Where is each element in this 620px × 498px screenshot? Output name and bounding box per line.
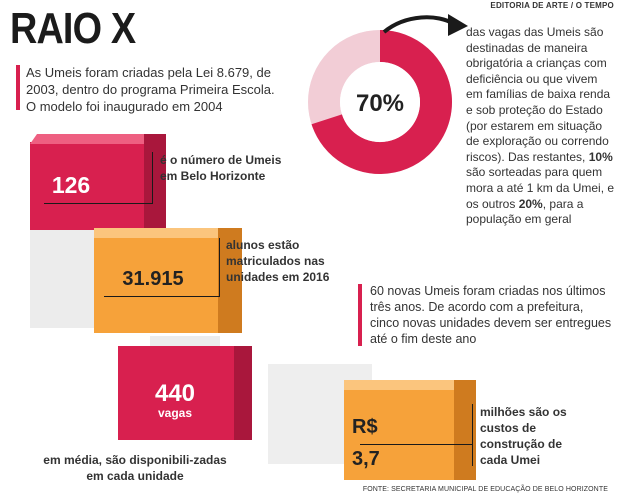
donut-text-2: são sorteadas para quem mora a até 1 km … — [466, 165, 615, 211]
stat-126-value: 126 — [51, 172, 91, 198]
stat-vagas-value: 440 — [154, 380, 196, 407]
stat-vagas-unit: vagas — [157, 406, 193, 420]
stat-cost-value-line2: 3,7 — [352, 448, 380, 470]
stat-vagas-label: em média, são disponibili-zadas em cada … — [43, 453, 227, 483]
stat-cost-value-line1: R$ — [352, 416, 378, 438]
donut-bold-10: 10% — [588, 149, 613, 164]
donut-text-1: das vagas das Umeis são destinadas de ma… — [466, 25, 611, 164]
stat-students-leader — [104, 296, 220, 297]
stat-126-label: é o número de Umeis em Belo Horizonte — [160, 153, 282, 183]
donut-text-3: , para a população em geral — [466, 196, 584, 227]
stat-cost-vleader — [472, 404, 473, 466]
donut-chart: 70% — [308, 14, 468, 174]
new-umeis-accent-bar — [358, 284, 362, 346]
stat-cost-leader — [360, 444, 472, 445]
donut-bold-20: 20% — [518, 196, 543, 211]
source-note: FONTE: SECRETARIA MUNICIPAL DE EDUCAÇÃO … — [362, 486, 608, 493]
stat-students-vleader — [219, 238, 220, 296]
donut-description: das vagas das Umeis são destinadas de ma… — [466, 25, 616, 228]
arrow-icon — [382, 15, 456, 34]
donut-arc — [311, 30, 452, 174]
stat-cost-label: milhões são os custos de construção de c… — [480, 405, 567, 467]
stat-126-vleader — [152, 152, 153, 204]
intro-text: As Umeis foram criadas pela Lei 8.679, d… — [26, 65, 275, 114]
arrow-head-icon — [448, 14, 468, 36]
intro-accent-bar — [16, 65, 20, 110]
stat-students-label: alunos estão matriculados nas unidades e… — [226, 238, 330, 284]
stat-126-leader — [44, 203, 152, 204]
credit-line: EDITORIA DE ARTE / O TEMPO — [490, 1, 614, 10]
stat-students-value: 31.915 — [122, 268, 184, 290]
donut-value: 70% — [356, 90, 404, 117]
page-title: RAIO X — [10, 4, 136, 53]
new-umeis-text: 60 novas Umeis foram criadas nos últimos… — [370, 284, 612, 346]
